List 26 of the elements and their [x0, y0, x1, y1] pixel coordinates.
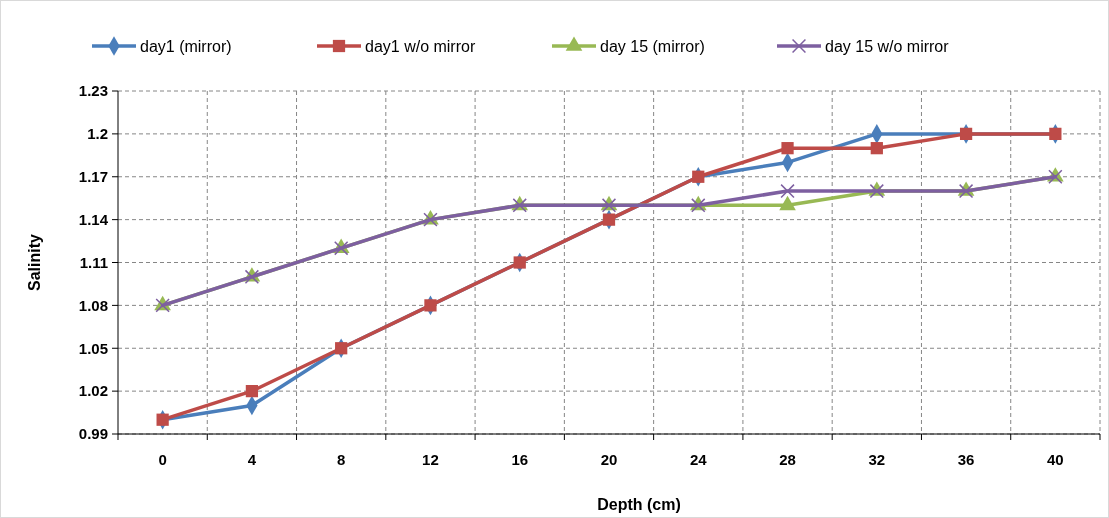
- x-tick-label: 8: [337, 451, 346, 468]
- x-tick-label: 28: [779, 451, 796, 468]
- y-tick-label: 1.14: [78, 210, 109, 228]
- y-tick-label: 1.08: [78, 296, 108, 314]
- x-tick-label: 0: [158, 451, 167, 468]
- x-tick-label: 16: [511, 451, 529, 468]
- y-tick-label: 0.99: [78, 425, 108, 443]
- x-tick-label: 32: [868, 451, 886, 468]
- x-tick-label: 40: [1047, 451, 1064, 468]
- x-axis-title: Depth (cm): [597, 496, 681, 513]
- y-axis-title: Salinity: [26, 233, 43, 291]
- y-tick-label: 1.2: [87, 125, 108, 143]
- legend-label: day1 w/o mirror: [365, 37, 476, 55]
- x-tick-label: 12: [422, 451, 439, 468]
- legend-label: day1 (mirror): [140, 37, 232, 55]
- y-tick-label: 1.17: [78, 168, 108, 185]
- y-tick-label: 1.11: [79, 253, 108, 271]
- legend-label: day 15 w/o mirror: [825, 37, 950, 55]
- y-tick-label: 1.05: [78, 339, 108, 357]
- x-tick-label: 20: [600, 451, 618, 468]
- x-tick-label: 24: [689, 451, 708, 468]
- y-tick-label: 1.23: [78, 82, 108, 100]
- x-tick-label: 36: [957, 451, 975, 468]
- legend-label: day 15 (mirror): [600, 37, 705, 55]
- y-tick-label: 1.02: [78, 382, 108, 400]
- x-tick-label: 4: [247, 451, 257, 468]
